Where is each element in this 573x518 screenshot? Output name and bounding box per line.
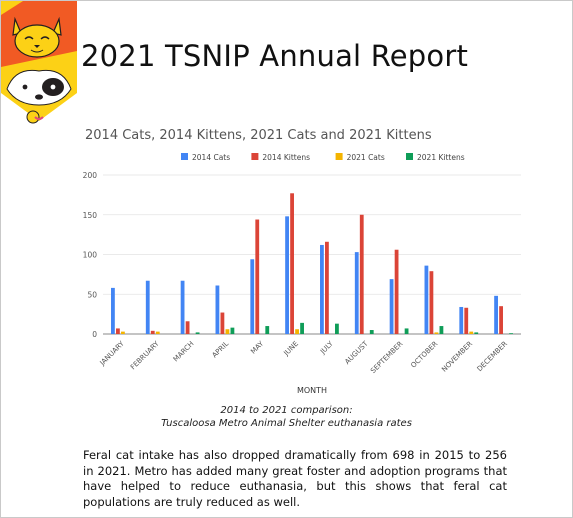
- x-axis-label: MONTH: [297, 386, 327, 395]
- x-tick-label: DECEMBER: [476, 340, 510, 374]
- report-title: 2021 TSNIP Annual Report: [81, 39, 469, 73]
- bar: [185, 321, 190, 334]
- body-paragraph: Feral cat intake has also dropped dramat…: [83, 448, 507, 509]
- bar: [424, 265, 429, 334]
- bar: [150, 330, 155, 334]
- legend-label: 2014 Cats: [192, 153, 230, 162]
- x-tick-label: MARCH: [172, 340, 196, 364]
- x-tick-label: SEPTEMBER: [369, 340, 404, 375]
- bar: [255, 219, 260, 334]
- chart-title: 2014 Cats, 2014 Kittens, 2021 Cats and 2…: [85, 128, 432, 143]
- tsnip-logo: [1, 1, 77, 129]
- bar: [265, 326, 270, 334]
- legend-swatch: [406, 153, 413, 160]
- legend-label: 2021 Cats: [347, 153, 385, 162]
- bar: [121, 331, 125, 334]
- bar: [225, 329, 230, 334]
- bar: [320, 244, 324, 334]
- bar: [250, 259, 255, 334]
- x-tick-label: JUNE: [282, 340, 300, 358]
- legend-label: 2014 Kittens: [262, 153, 310, 162]
- bar: [439, 326, 444, 334]
- dog-face-icon: [6, 69, 72, 106]
- bar: [394, 249, 399, 334]
- chart-caption-line1: 2014 to 2021 comparison:: [220, 405, 353, 416]
- bar: [434, 332, 439, 334]
- bar: [155, 331, 160, 334]
- x-tick-label: AUGUST: [343, 339, 370, 366]
- bar: [195, 332, 200, 334]
- x-tick-label: MAY: [249, 339, 265, 355]
- legend-swatch: [251, 153, 259, 160]
- x-tick-label: FEBRUARY: [129, 339, 161, 371]
- bar: [429, 271, 434, 334]
- x-tick-label: JULY: [318, 339, 335, 356]
- bar: [325, 241, 329, 334]
- bar: [215, 285, 220, 334]
- y-tick-label: 150: [83, 211, 98, 220]
- bar: [354, 252, 359, 334]
- y-tick-label: 100: [83, 251, 98, 260]
- bar: [359, 214, 364, 334]
- bar: [300, 322, 304, 334]
- bar: [290, 193, 294, 334]
- bar: [285, 216, 289, 334]
- bar: [499, 306, 503, 334]
- bar: [509, 333, 513, 334]
- bar: [464, 307, 469, 334]
- y-tick-label: 0: [92, 330, 97, 339]
- chart: 2014 Cats, 2014 Kittens, 2021 Cats and 2…: [83, 128, 521, 395]
- bar: [494, 295, 498, 334]
- y-tick-label: 200: [83, 171, 98, 180]
- legend-swatch: [335, 153, 343, 160]
- y-tick-label: 50: [87, 290, 97, 299]
- bar: [116, 328, 120, 334]
- x-tick-label: APRIL: [211, 340, 231, 360]
- bar: [469, 331, 474, 334]
- bar: [335, 323, 339, 334]
- bar: [474, 332, 479, 334]
- bar: [111, 287, 115, 334]
- chart-caption-line2: Tuscaloosa Metro Animal Shelter euthanas…: [161, 418, 412, 429]
- bar: [145, 280, 150, 334]
- x-tick-label: OCTOBER: [409, 340, 439, 370]
- cat-face-icon: [12, 16, 62, 58]
- bar: [389, 279, 394, 334]
- x-tick-label: NOVEMBER: [440, 340, 474, 374]
- bar: [230, 327, 235, 334]
- bar: [220, 312, 225, 334]
- x-tick-label: JANUARY: [98, 339, 126, 367]
- bar: [459, 306, 464, 334]
- legend-label: 2021 Kittens: [417, 153, 465, 162]
- bar: [404, 328, 409, 334]
- bar: [295, 329, 299, 334]
- paw-icon: [26, 110, 44, 124]
- bar: [369, 330, 374, 334]
- legend-swatch: [181, 153, 188, 160]
- bar: [180, 280, 185, 334]
